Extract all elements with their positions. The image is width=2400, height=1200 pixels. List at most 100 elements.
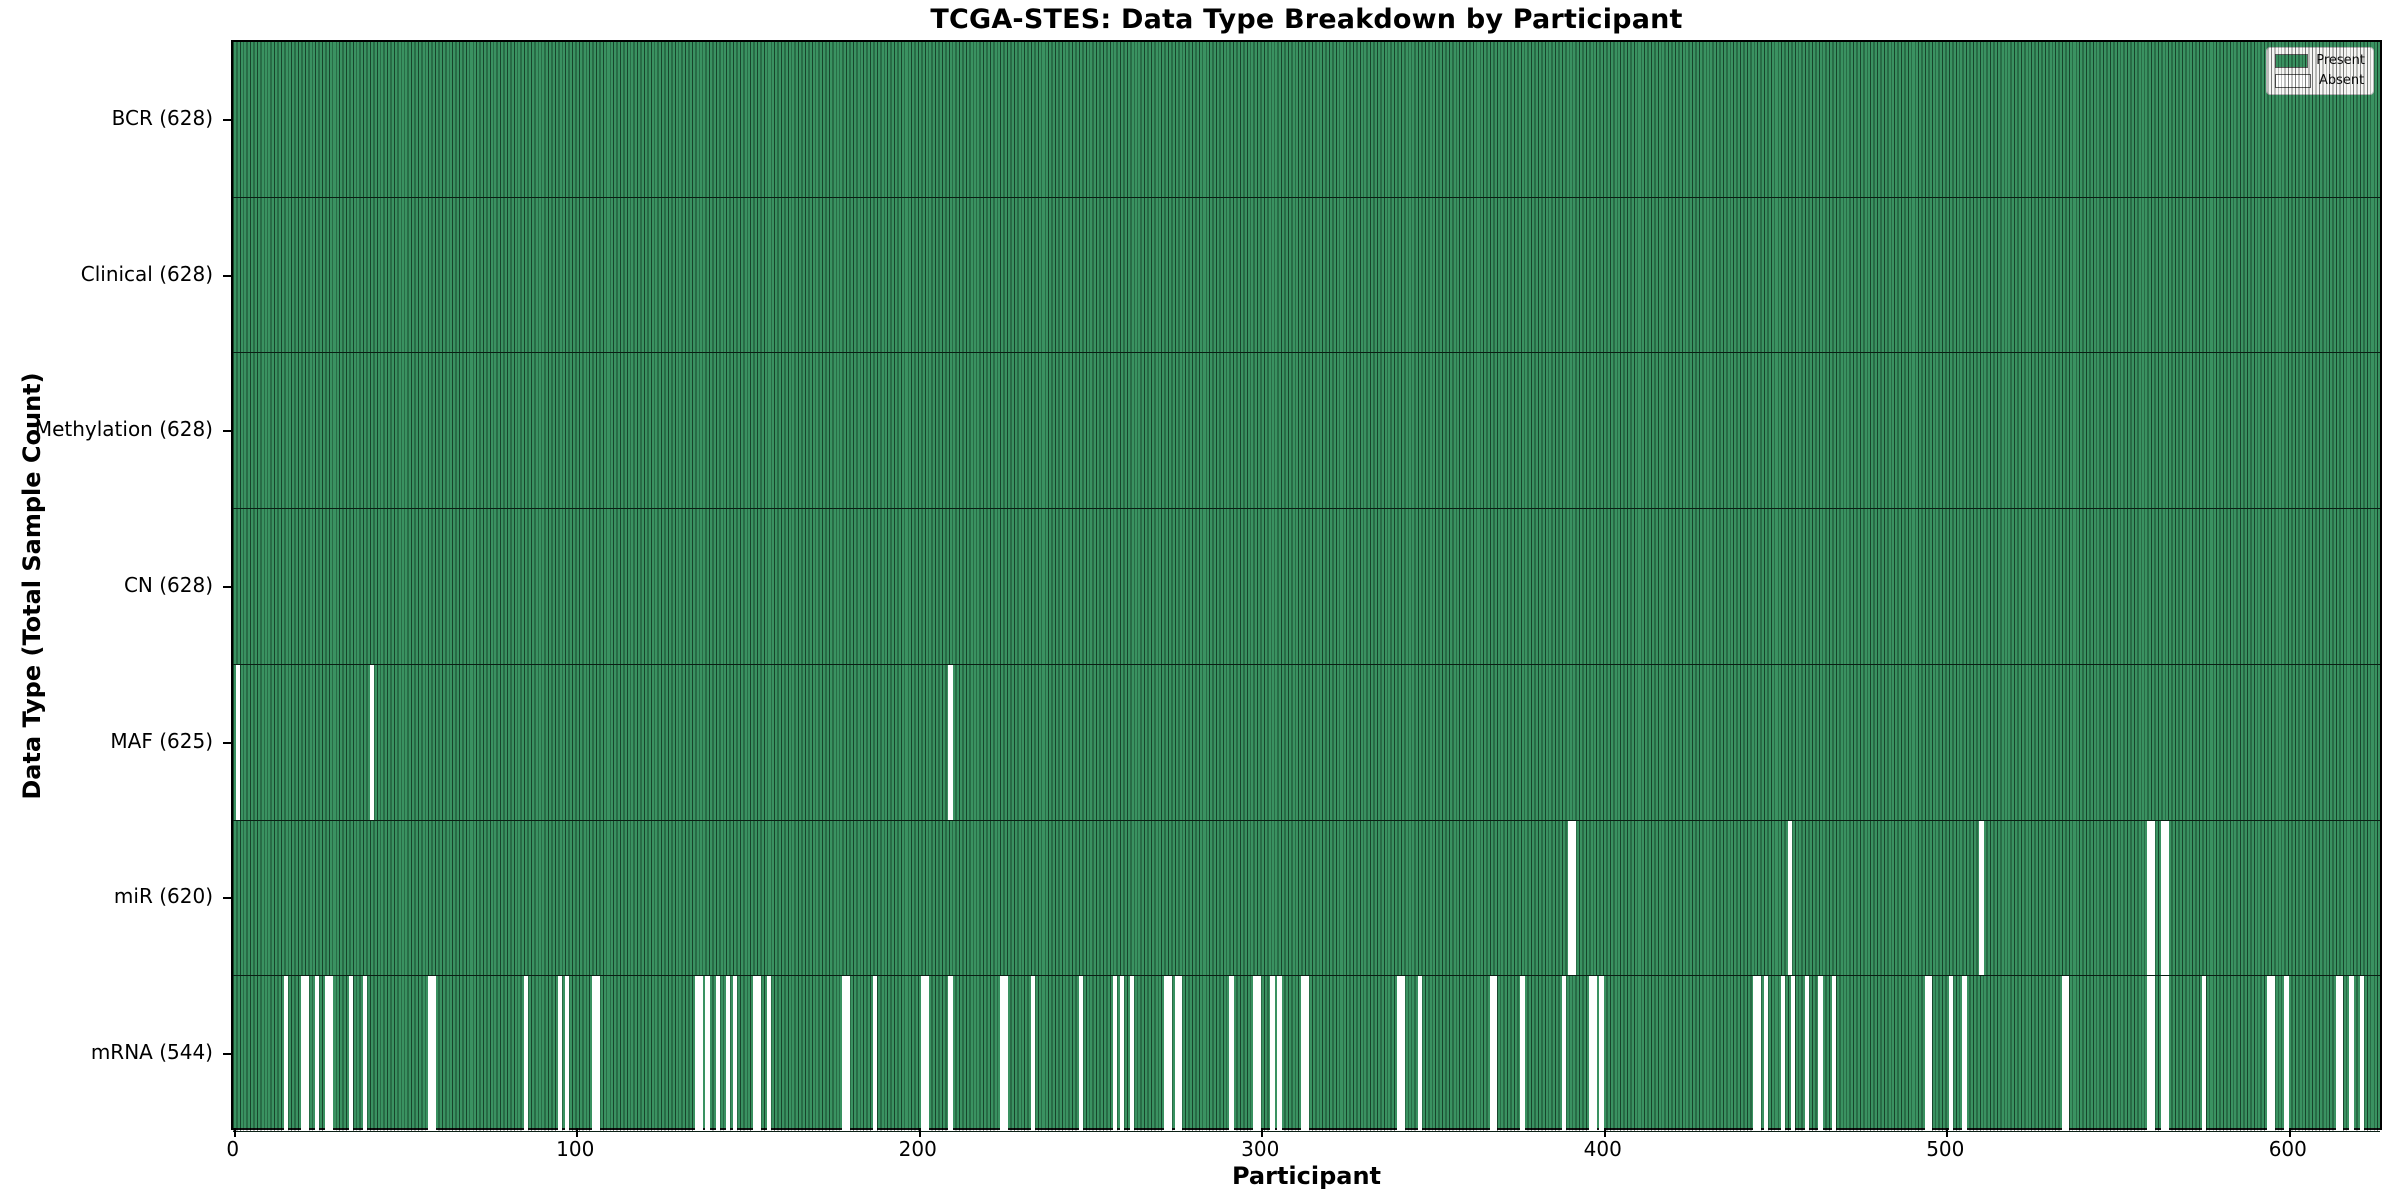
y-tick-label: Clinical (628) xyxy=(80,261,213,286)
chart-title: TCGA-STES: Data Type Breakdown by Partic… xyxy=(930,4,1683,35)
absent-cell xyxy=(924,976,929,1131)
y-tick-label: mRNA (544) xyxy=(90,1040,213,1065)
absent-cell xyxy=(595,976,600,1131)
x-tick-mark xyxy=(1261,1128,1264,1137)
absent-cell xyxy=(1030,976,1035,1131)
y-tick-mark xyxy=(223,897,231,900)
y-tick-mark xyxy=(223,274,231,277)
absent-cell xyxy=(2284,976,2289,1131)
absent-cell xyxy=(1129,976,1135,1131)
absent-cell xyxy=(1588,976,1594,1131)
absent-cell xyxy=(2267,976,2272,1131)
x-tick-label: 200 xyxy=(898,1137,937,1161)
y-tick-mark xyxy=(223,1053,231,1056)
x-tick-mark xyxy=(918,1128,921,1137)
absent-cell xyxy=(325,976,330,1131)
absent-cell xyxy=(2164,820,2169,976)
absent-cell xyxy=(1804,976,1810,1131)
absent-cell xyxy=(557,976,563,1131)
x-tick-label: 600 xyxy=(2268,1137,2307,1161)
absent-cell xyxy=(694,976,700,1131)
x-tick-label: 300 xyxy=(1241,1137,1280,1161)
absent-cell xyxy=(564,976,570,1131)
absent-cell xyxy=(1756,976,1762,1131)
absent-cell xyxy=(2147,820,2152,976)
absent-cell xyxy=(1520,976,1525,1131)
absent-cell xyxy=(1270,976,1275,1131)
absent-cell xyxy=(2270,976,2275,1131)
x-tick-label: 500 xyxy=(1926,1137,1965,1161)
y-tick-label: Methylation (628) xyxy=(34,417,213,442)
absent-cell xyxy=(1561,976,1566,1131)
absent-cell xyxy=(1599,976,1604,1131)
absent-cell xyxy=(1003,976,1008,1131)
absent-cell xyxy=(948,976,953,1131)
y-tick-mark xyxy=(223,118,231,121)
plot-area: Present Absent xyxy=(223,40,2382,1137)
absent-cell xyxy=(1397,976,1402,1131)
absent-cell xyxy=(2147,976,2152,1131)
absent-cell xyxy=(1832,976,1837,1131)
absent-cell xyxy=(301,976,306,1131)
absent-cell xyxy=(1928,976,1933,1131)
absent-cell xyxy=(1167,976,1172,1131)
absent-cell xyxy=(283,976,289,1131)
absent-cell xyxy=(2349,976,2354,1131)
x-tick-label: 0 xyxy=(226,1137,240,1161)
y-tick-label: MAF (625) xyxy=(110,728,213,753)
absent-cell xyxy=(766,976,772,1131)
absent-cell xyxy=(427,976,433,1131)
absent-cell xyxy=(2160,820,2166,976)
absent-cell xyxy=(2061,976,2066,1131)
y-tick-mark xyxy=(223,586,231,588)
absent-cell xyxy=(1592,976,1597,1131)
absent-cell xyxy=(873,976,878,1131)
absent-cell xyxy=(732,976,737,1131)
absent-cell xyxy=(1253,976,1258,1131)
y-tick-label: CN (628) xyxy=(123,573,213,597)
absent-cell xyxy=(1229,976,1234,1131)
heatmap-row-mrna xyxy=(233,976,2380,1132)
y-tick-label: miR (620) xyxy=(113,884,213,909)
absent-cell xyxy=(1948,976,1953,1131)
absent-cell xyxy=(1568,820,1573,976)
absent-cell xyxy=(2202,976,2207,1131)
absent-cell xyxy=(2339,976,2344,1131)
absent-cell xyxy=(349,976,354,1131)
absent-cell xyxy=(725,976,731,1131)
x-axis-title: Participant xyxy=(1231,1162,1382,1190)
absent-cell xyxy=(1818,976,1823,1131)
heatmap-row-bcr xyxy=(233,42,2380,198)
absent-cell xyxy=(999,976,1005,1131)
absent-cell xyxy=(1417,976,1423,1131)
heatmap-row-cn xyxy=(233,509,2380,665)
absent-cell xyxy=(1489,976,1494,1131)
absent-cell xyxy=(314,976,320,1131)
absent-cell xyxy=(2150,820,2155,976)
absent-cell xyxy=(1780,976,1786,1131)
absent-cell xyxy=(431,976,436,1131)
absent-cell xyxy=(1119,976,1125,1131)
absent-cell xyxy=(2335,976,2340,1131)
absent-cell xyxy=(705,976,710,1131)
y-tick-mark xyxy=(223,430,231,433)
absent-cell xyxy=(756,976,761,1131)
heatmap-row-clinical xyxy=(233,197,2380,354)
absent-cell xyxy=(753,976,758,1131)
absent-cell xyxy=(1256,976,1262,1131)
absent-cell xyxy=(2160,976,2166,1131)
absent-cell xyxy=(698,976,703,1131)
absent-cell xyxy=(1177,976,1183,1131)
absent-cell xyxy=(1277,976,1282,1131)
absent-cell xyxy=(1164,976,1169,1131)
absent-cell xyxy=(1962,976,1967,1131)
absent-cell xyxy=(523,976,529,1131)
absent-cell xyxy=(2150,976,2155,1131)
absent-cell xyxy=(1571,820,1577,976)
absent-cell xyxy=(1174,976,1179,1131)
absent-cell xyxy=(328,976,333,1131)
x-tick-mark xyxy=(2288,1128,2291,1137)
absent-cell xyxy=(236,664,241,820)
absent-cell xyxy=(1791,976,1796,1131)
absent-cell xyxy=(1787,820,1792,976)
